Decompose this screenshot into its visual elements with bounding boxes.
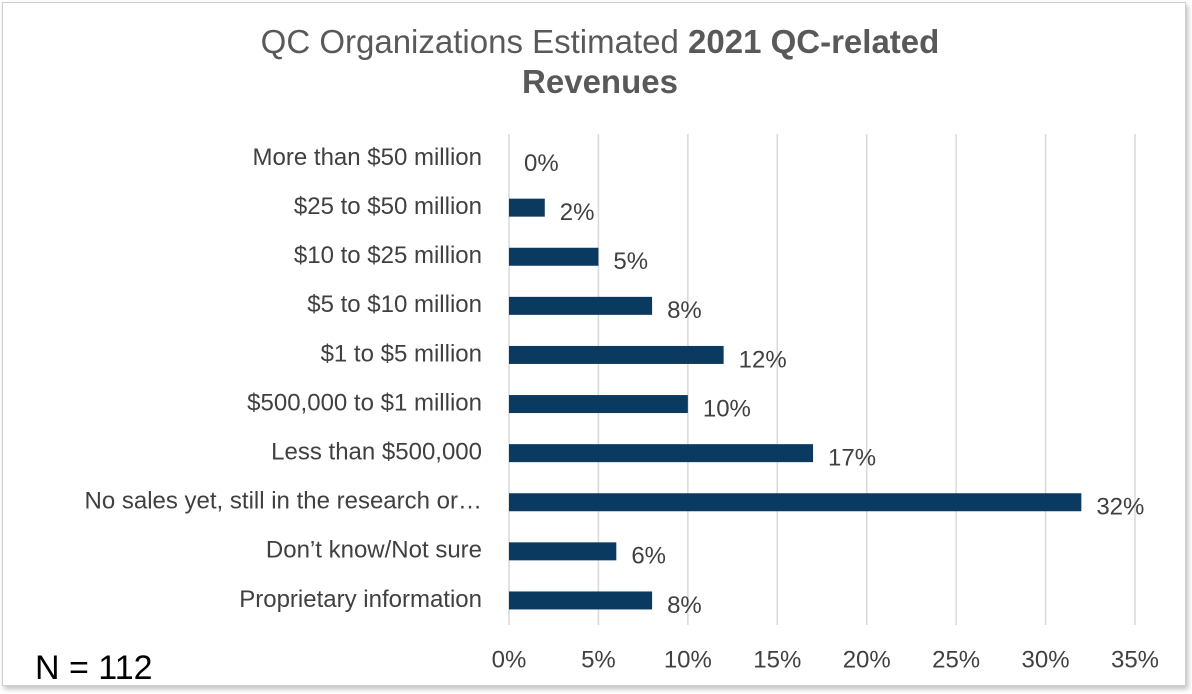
y-tick-label: $5 to $10 million <box>307 291 482 318</box>
y-tick-label: Less than $500,000 <box>271 438 482 465</box>
bar <box>509 345 724 364</box>
bar <box>509 395 688 414</box>
data-label: 10% <box>703 395 751 422</box>
y-tick-label: More than $50 million <box>253 144 482 171</box>
y-tick-label: No sales yet, still in the research or… <box>85 488 483 515</box>
y-tick-label: $1 to $5 million <box>321 340 482 367</box>
chart-frame <box>2 2 1186 686</box>
bar <box>509 247 599 266</box>
title-normal: QC Organizations Estimated <box>260 23 679 60</box>
title-bold: 2021 QC-related Revenues <box>522 23 940 100</box>
data-label: 12% <box>739 346 787 373</box>
x-tick-label: 0% <box>492 646 527 673</box>
y-tick-label: Proprietary information <box>239 586 482 613</box>
bar <box>509 542 617 561</box>
y-tick-label: $500,000 to $1 million <box>247 389 482 416</box>
y-tick-label: $10 to $25 million <box>294 242 482 269</box>
data-label: 0% <box>524 150 559 177</box>
data-label: 6% <box>631 543 666 570</box>
x-tick-label: 20% <box>843 646 891 673</box>
bar <box>509 198 545 217</box>
x-tick-label: 30% <box>1022 646 1070 673</box>
data-label: 17% <box>828 444 876 471</box>
y-tick-label: Don’t know/Not sure <box>266 537 482 564</box>
data-label: 2% <box>560 199 595 226</box>
chart-title: QC Organizations Estimated 2021 QC-relat… <box>200 22 1000 102</box>
x-tick-label: 15% <box>753 646 801 673</box>
bar <box>509 591 653 610</box>
x-tick-label: 5% <box>581 646 616 673</box>
x-tick-label: 10% <box>664 646 712 673</box>
y-tick-label: $25 to $50 million <box>294 193 482 220</box>
data-label: 32% <box>1096 494 1144 521</box>
bar <box>509 493 1082 512</box>
bar <box>509 444 814 463</box>
annotation: N = 112 <box>35 649 153 687</box>
bar <box>509 296 653 315</box>
x-tick-label: 35% <box>1111 646 1159 673</box>
data-label: 8% <box>667 297 702 324</box>
data-label: 8% <box>667 592 702 619</box>
x-tick-label: 25% <box>932 646 980 673</box>
data-label: 5% <box>613 248 648 275</box>
